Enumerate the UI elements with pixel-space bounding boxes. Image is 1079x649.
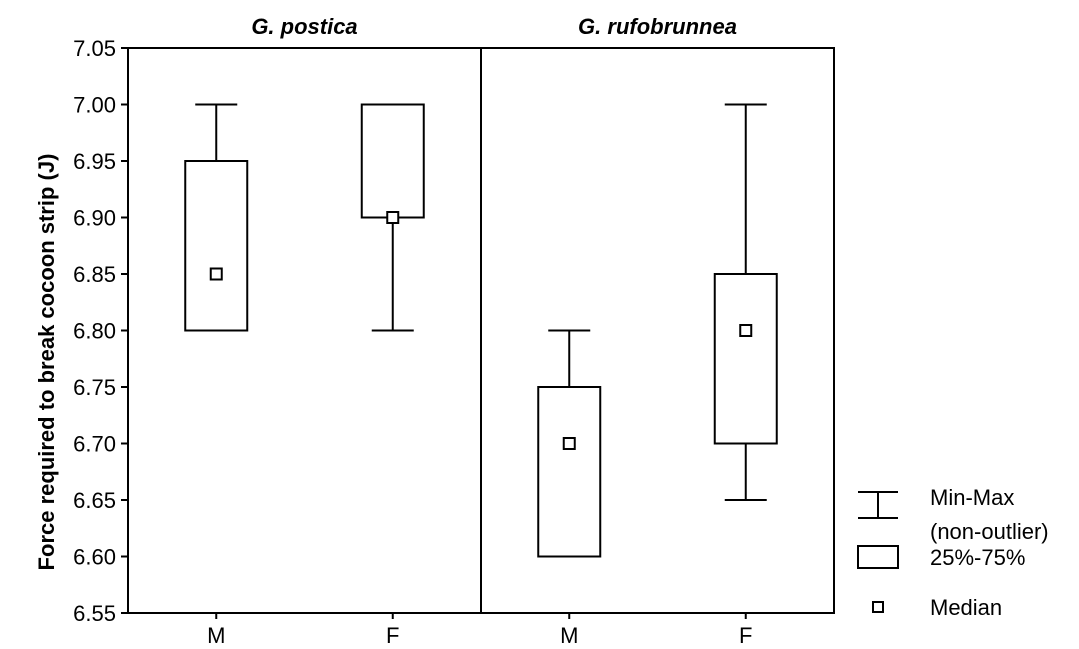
median-marker (209, 267, 223, 281)
y-tick-label: 6.60 (73, 545, 116, 570)
x-tick-label: F (386, 623, 399, 648)
y-tick-label: 7.00 (73, 93, 116, 118)
panel: G. postica M F (184, 14, 425, 648)
panel-title: G. postica (251, 14, 357, 39)
iqr-box (713, 273, 778, 445)
y-axis-label: Force required to break cocoon strip (J) (34, 154, 59, 571)
plot-panels: G. postica M F G. rufobrunnea M F (184, 14, 778, 648)
legend-item: Median (872, 595, 1002, 620)
x-tick-label: M (207, 623, 225, 648)
iqr-box (184, 160, 249, 332)
legend-label: (non-outlier) (930, 519, 1049, 544)
y-tick-label: 6.65 (73, 488, 116, 513)
box-group: M (184, 103, 249, 648)
legend-label: 25%-75% (930, 545, 1025, 570)
iqr-box (537, 386, 602, 558)
legend-item: 25%-75% (857, 545, 1025, 570)
y-tick-label: 6.70 (73, 432, 116, 457)
x-tick-label: M (560, 623, 578, 648)
panel-title: G. rufobrunnea (578, 14, 737, 39)
legend-label: Median (930, 595, 1002, 620)
y-tick-label: 6.80 (73, 319, 116, 344)
iqr-box (360, 103, 425, 219)
y-tick-label: 6.75 (73, 375, 116, 400)
panel: G. rufobrunnea M F (480, 14, 778, 648)
box-group: F (360, 103, 425, 648)
box-group: F (713, 103, 778, 648)
y-axis-ticks: 6.55 6.60 6.65 6.70 6.75 6.80 6.85 6.90 6.95 7.00… (73, 36, 128, 626)
median-marker (386, 211, 400, 224)
y-tick-label: 6.55 (73, 601, 116, 626)
median-marker (739, 324, 753, 337)
legend: Min-Max (non-outlier)25%-75% Median (857, 485, 1049, 620)
y-tick-label: 6.90 (73, 206, 116, 231)
box-group: M (537, 329, 602, 648)
y-tick-label: 6.95 (73, 149, 116, 174)
legend-item: Min-Max (non-outlier) (858, 485, 1049, 544)
y-tick-label: 6.85 (73, 262, 116, 287)
y-tick-label: 7.05 (73, 36, 116, 61)
legend-label: Min-Max (930, 485, 1014, 510)
legend-box-symbol (857, 545, 899, 569)
x-tick-label: F (739, 623, 752, 648)
median-marker (562, 437, 576, 450)
legend-median-symbol (872, 601, 884, 613)
